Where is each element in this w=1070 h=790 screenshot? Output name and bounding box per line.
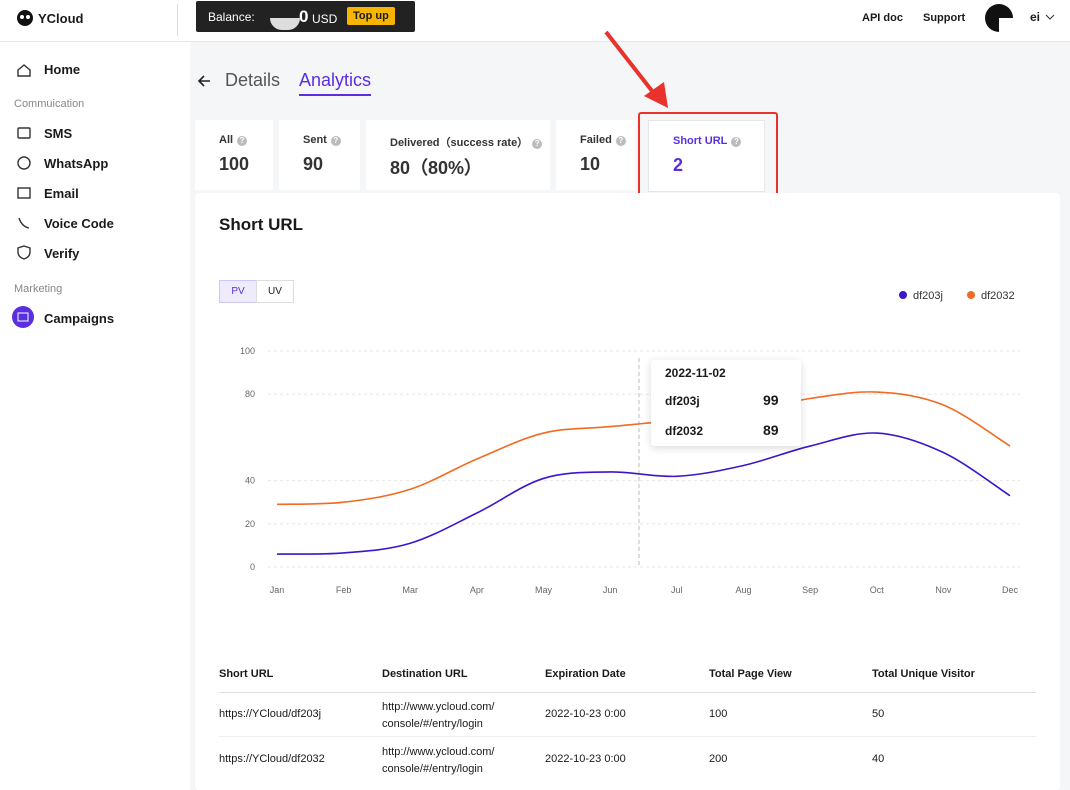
- stat-label: Failed: [580, 134, 612, 146]
- tab-active[interactable]: Analytics: [299, 70, 372, 96]
- stat-value: 80（80%）: [390, 158, 483, 178]
- nav-icons: [17, 127, 31, 260]
- balance-value: 0: [299, 7, 309, 26]
- topbar: YCloud Balance: 0 USD Top up API doc Sup…: [0, 0, 1070, 42]
- x-tick-label: Sep: [802, 585, 818, 595]
- y-tick-label: 80: [245, 389, 255, 399]
- stat-card[interactable]: All? 100: [195, 120, 273, 190]
- stat-card[interactable]: Failed? 10: [556, 120, 636, 190]
- tooltip: 2022-11-02 df203j 99 df2032 89: [651, 360, 801, 446]
- column-header: Total Unique Visitor: [872, 668, 975, 680]
- table-cell: 200: [709, 753, 728, 765]
- legend-marker: [899, 291, 907, 299]
- brand: YCloud: [38, 11, 84, 26]
- chart-card: Short URL PV UV 0 20 40 80 100 Jan Feb Mar Apr Ma…: [195, 193, 1060, 790]
- x-tick-label: Jan: [270, 585, 285, 595]
- table-cell: 100: [709, 708, 728, 720]
- table-cell: https://YCloud/df2032: [219, 753, 325, 765]
- top-up-button[interactable]: Top up: [347, 7, 395, 25]
- dropdown-icon[interactable]: [1045, 13, 1055, 21]
- stat-card-active[interactable]: Short URL? 2: [648, 120, 765, 192]
- x-tick-label: Mar: [403, 585, 419, 595]
- tooltip-value: 99: [763, 392, 779, 408]
- tab[interactable]: Details: [225, 70, 281, 90]
- stat-card[interactable]: Sent? 90: [279, 120, 360, 190]
- tooltip-value: 89: [763, 422, 779, 438]
- legend-label: df2032: [981, 290, 1015, 302]
- legend-marker: [967, 291, 975, 299]
- x-tick-label: Apr: [470, 585, 484, 595]
- y-tick-label: 0: [250, 562, 255, 572]
- logo: [17, 10, 33, 26]
- y-tick-label: 100: [240, 346, 255, 356]
- stat-value: 2: [673, 155, 684, 175]
- x-tick-label: Nov: [935, 585, 952, 595]
- x-tick-label: May: [535, 585, 553, 595]
- home-icon: [17, 64, 31, 77]
- sidebar: Home Commuication SMS WhatsApp Email Voi…: [0, 42, 190, 790]
- avatar[interactable]: [984, 3, 1014, 33]
- x-tick-label: Feb: [336, 585, 352, 595]
- nav-item[interactable]: SMS: [44, 126, 73, 141]
- api-doc-link[interactable]: API doc: [862, 12, 903, 24]
- tooltip-date: 2022-11-02: [665, 366, 726, 380]
- nav-item[interactable]: WhatsApp: [44, 156, 109, 171]
- stat-value: 100: [219, 154, 250, 174]
- campaigns-icon: [12, 306, 34, 328]
- legend-label: df203j: [913, 290, 943, 302]
- column-header: Expiration Date: [545, 668, 626, 680]
- tooltip-name: df2032: [665, 424, 704, 438]
- x-tick-label: Dec: [1002, 585, 1019, 595]
- series-line: [276, 391, 1011, 506]
- back-arrow[interactable]: [196, 73, 212, 89]
- nav-item[interactable]: Email: [44, 186, 79, 201]
- x-tick-label: Jun: [603, 585, 618, 595]
- table-cell: http://www.ycloud.com/ console/#/entry/l…: [382, 701, 495, 730]
- balance-label: Balance:: [208, 10, 255, 24]
- stat-label: Short URL: [673, 135, 728, 147]
- column-header: Short URL: [219, 668, 274, 680]
- series-line: [276, 432, 1011, 555]
- table-cell: 40: [872, 753, 885, 765]
- table-cell: https://YCloud/df203j: [219, 708, 322, 720]
- table-cell: http://www.ycloud.com/ console/#/entry/l…: [382, 746, 495, 775]
- stat-label: All: [219, 134, 234, 146]
- section-title: Short URL: [219, 215, 304, 234]
- nav-item[interactable]: Campaigns: [44, 311, 115, 326]
- nav-item[interactable]: Home: [44, 62, 81, 77]
- table-cell: 50: [872, 708, 885, 720]
- x-tick-label: Oct: [870, 585, 885, 595]
- annotation-arrow: [604, 30, 668, 108]
- stat-label: Delivered（success rate）: [390, 137, 529, 149]
- user-name[interactable]: ei: [1030, 10, 1041, 24]
- column-header: Destination URL: [382, 668, 468, 680]
- chart: 0 20 40 80 100 Jan Feb Mar Apr May Jun Jul Aug Sep Oct…: [240, 290, 1020, 595]
- y-tick-label: 40: [245, 476, 255, 486]
- y-tick-label: 20: [245, 519, 255, 529]
- stat-label: Sent: [303, 134, 327, 146]
- nav-item[interactable]: Verify: [44, 246, 80, 261]
- stat-card[interactable]: Delivered（success rate）? 80（80%）: [366, 120, 550, 190]
- x-tick-label: Jul: [671, 585, 683, 595]
- nav-item[interactable]: Voice Code: [44, 216, 114, 231]
- support-link[interactable]: Support: [923, 12, 966, 24]
- table-cell: 2022-10-23 0:00: [545, 708, 626, 720]
- highlight-box: [638, 112, 778, 202]
- x-tick-label: Aug: [735, 585, 751, 595]
- column-header: Total Page View: [709, 668, 792, 680]
- tooltip-name: df203j: [665, 394, 700, 408]
- uv-toggle[interactable]: UV: [256, 280, 294, 303]
- currency: USD: [312, 12, 338, 26]
- nav-section: Marketing: [14, 283, 63, 295]
- stat-value: 10: [580, 154, 601, 174]
- table-cell: 2022-10-23 0:00: [545, 753, 626, 765]
- nav-section: Commuication: [14, 98, 85, 110]
- balance-box: Balance: 0 USD Top up: [196, 1, 415, 32]
- stat-value: 90: [303, 154, 324, 174]
